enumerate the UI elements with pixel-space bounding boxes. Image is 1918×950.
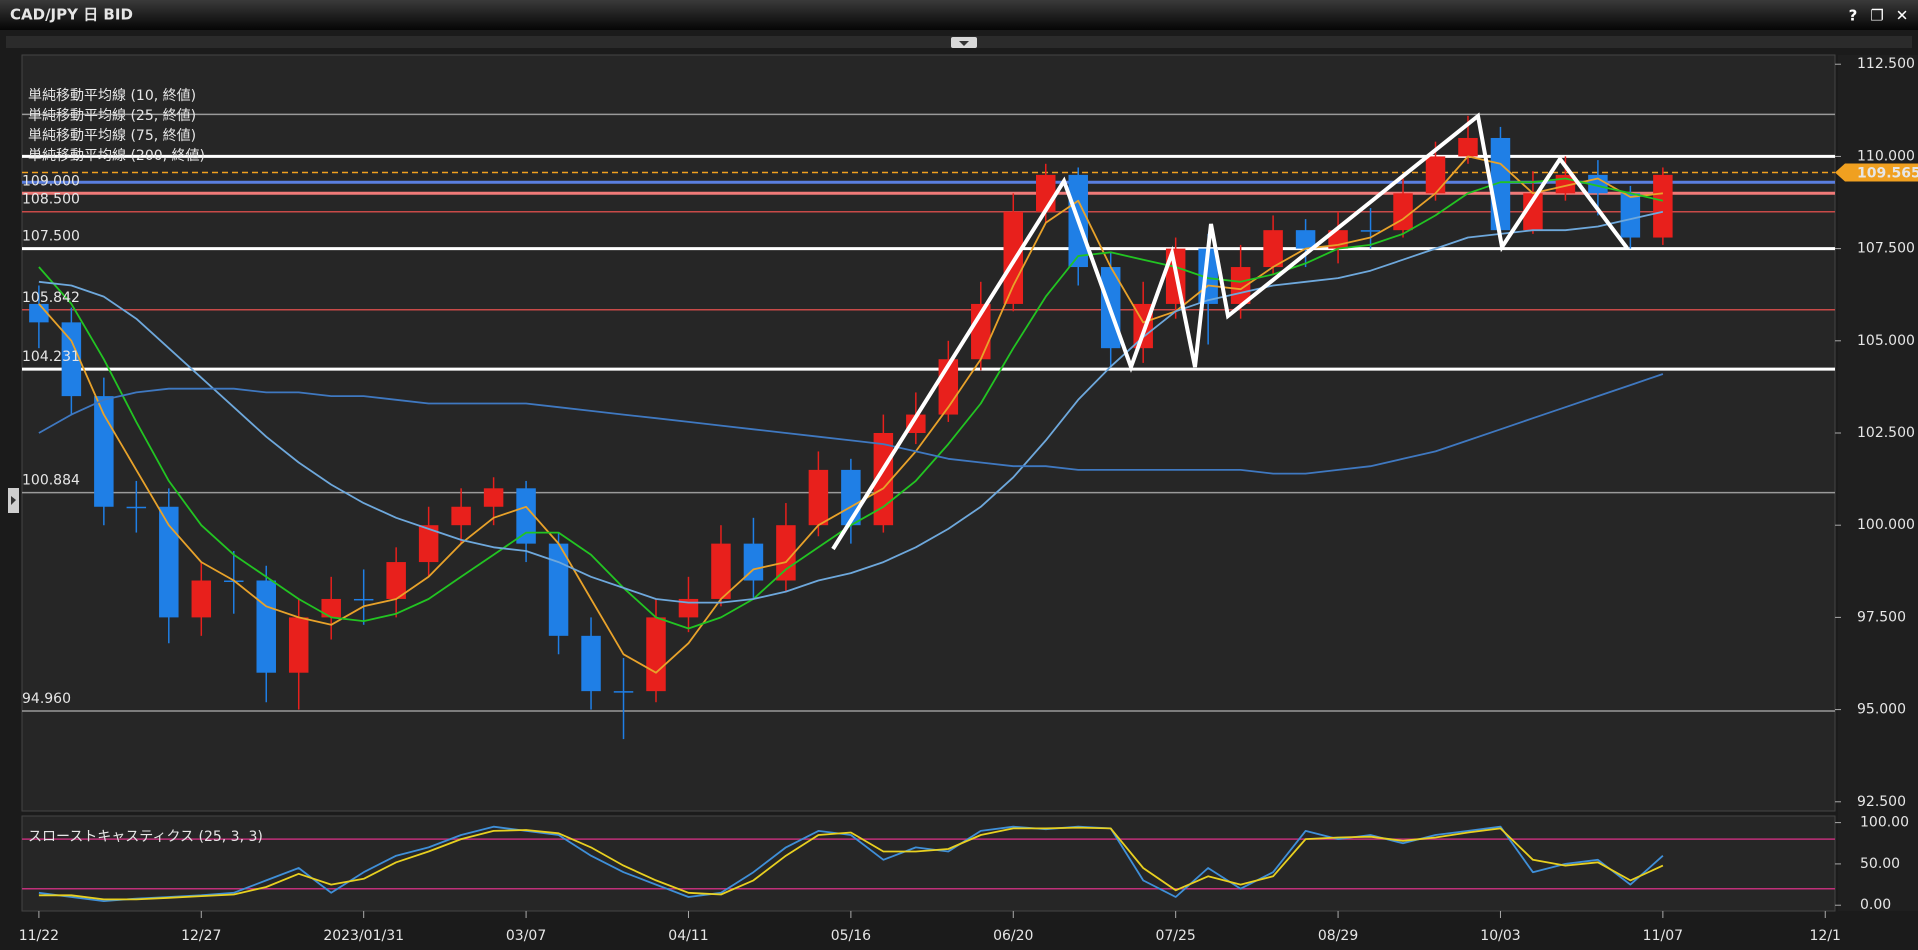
level-label: 94.960 [22, 691, 71, 707]
candle-body [418, 525, 439, 563]
candle-body [29, 303, 49, 323]
stochastic-layer [22, 825, 1835, 902]
legend-entry: 単純移動平均線 (200, 終値) [28, 148, 205, 164]
level-label: 107.500 [22, 229, 80, 245]
collapse-arrow [959, 41, 969, 46]
candle-body [711, 543, 731, 599]
candle-body [288, 617, 309, 673]
candle-body [1523, 193, 1543, 231]
candle-body [1620, 193, 1641, 238]
stochastic-title: スローストキャスティクス (25, 3, 3) [28, 829, 263, 845]
stochastic-plot [21, 815, 1836, 912]
moving-average [38, 373, 1664, 475]
candle-body [808, 469, 829, 526]
last-price-tag [1835, 163, 1918, 182]
y-tick-label: 50.00 [1860, 856, 1900, 872]
x-tick-label: 03/07 [506, 928, 546, 944]
y-tick-label: 102.500 [1857, 425, 1915, 441]
level-label: 104.231 [22, 349, 80, 365]
moving-average [38, 177, 1664, 630]
candle-body [581, 635, 601, 692]
drawn-trendline [831, 112, 1629, 551]
y-tick-label: 107.500 [1857, 241, 1915, 257]
candle-body [159, 506, 179, 618]
candle-body [483, 488, 504, 507]
window-title: CAD/JPY 日 BID [10, 6, 133, 24]
candle-body [743, 543, 764, 581]
help-button[interactable]: ? [1849, 7, 1858, 25]
label-layer: 92.500 95.000 97.500 100.000 102.500 105.000 1… [19, 56, 1918, 944]
candle-body [1360, 230, 1381, 232]
y-tick-label: 0.00 [1860, 897, 1891, 913]
candle-body [256, 580, 276, 673]
title-bar [0, 0, 1918, 30]
side-handle-arrow [11, 496, 16, 505]
candle-body [353, 598, 374, 601]
level-label: 100.884 [22, 473, 80, 489]
x-tick-label: 12/1 [1810, 928, 1841, 944]
candle-body [191, 580, 212, 618]
x-tick-label: 10/03 [1480, 928, 1520, 944]
y-tick-label: 97.500 [1857, 609, 1906, 625]
main-layer [22, 113, 1835, 740]
candle-body [1295, 230, 1316, 249]
x-tick-label: 12/27 [181, 928, 221, 944]
candle-body [1458, 137, 1478, 157]
x-tick-label: 08/29 [1318, 928, 1358, 944]
candle-body [516, 488, 536, 544]
x-tick-label: 11/07 [1643, 928, 1683, 944]
candle-body [646, 617, 666, 692]
candle-body [1393, 193, 1413, 231]
candle-body [1425, 156, 1446, 194]
candle-body [321, 598, 341, 618]
candle-body [386, 562, 406, 599]
y-tick-label: 105.000 [1857, 333, 1915, 349]
candle-body [548, 543, 569, 636]
y-tick-label: 95.000 [1857, 702, 1906, 718]
stochastic-line [38, 826, 1664, 901]
stochastic-line [38, 825, 1664, 902]
y-tick-label: 100.00 [1860, 815, 1909, 831]
y-tick-label: 92.500 [1857, 794, 1906, 810]
x-tick-label: 04/11 [668, 928, 708, 944]
moving-average [38, 155, 1664, 674]
legend-entry: 単純移動平均線 (10, 終値) [28, 88, 196, 104]
candle-body [451, 506, 471, 526]
candle-body [776, 525, 796, 581]
x-tick-label: 06/20 [993, 928, 1033, 944]
candle-body [1003, 211, 1024, 304]
x-tick-label: 05/16 [831, 928, 871, 944]
level-label: 109.000 [22, 173, 80, 189]
legend-entry: 単純移動平均線 (75, 終値) [28, 128, 196, 144]
candle-body [61, 322, 82, 397]
maximize-button[interactable]: ❐ [1870, 7, 1883, 25]
candle-body [126, 506, 147, 509]
price-axis [1838, 55, 1918, 911]
x-tick-label: 2023/01/31 [323, 928, 404, 944]
candle-body [1263, 230, 1283, 268]
level-label: 105.842 [22, 290, 80, 306]
y-tick-label: 100.000 [1857, 517, 1915, 533]
y-tick-label: 112.500 [1857, 56, 1915, 72]
last-price-label: 109.565 [1857, 165, 1918, 181]
level-label: 108.500 [22, 192, 80, 208]
moving-average [38, 210, 1664, 604]
candle-body [1036, 174, 1056, 212]
legend-entry: 単純移動平均線 (25, 終値) [28, 108, 196, 124]
x-tick-label: 11/22 [19, 928, 59, 944]
candle-body [1653, 174, 1673, 238]
candle-body [613, 691, 634, 693]
close-button[interactable]: ✕ [1896, 7, 1909, 25]
candle-body [678, 598, 699, 618]
x-tick-label: 07/25 [1155, 928, 1195, 944]
y-tick-label: 110.000 [1857, 148, 1915, 164]
